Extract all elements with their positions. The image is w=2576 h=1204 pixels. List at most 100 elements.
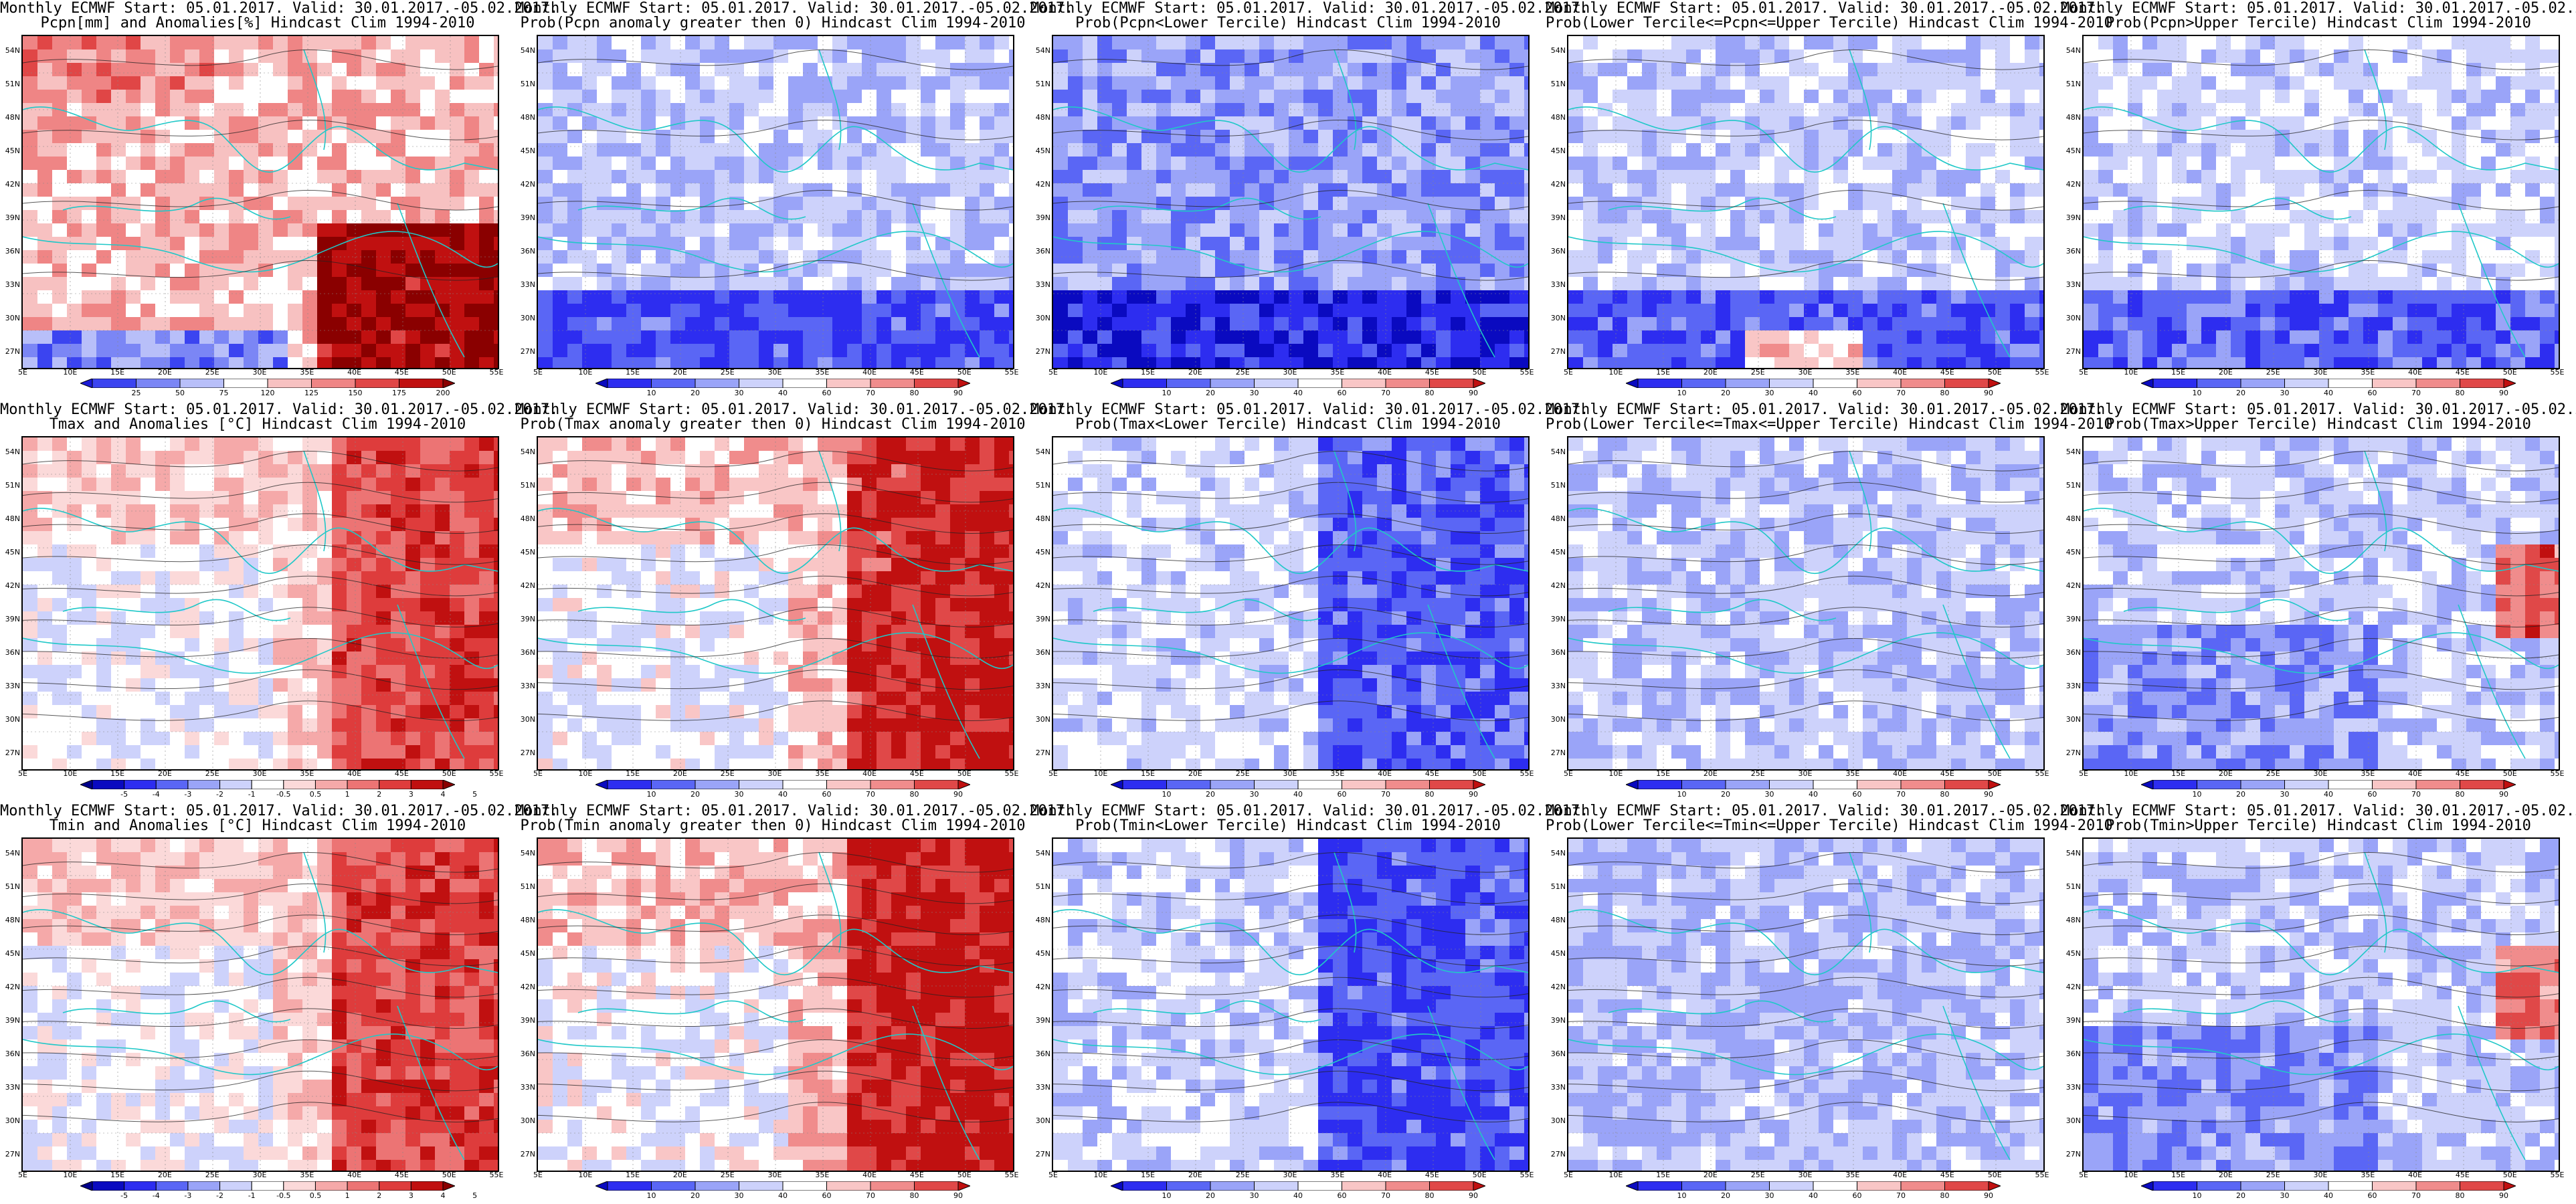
colorbar-tick-label: 90 xyxy=(1984,389,1993,397)
colorbar-tick-label: 2 xyxy=(377,790,382,799)
latitude-label: 39N xyxy=(520,213,535,222)
colorbar-tick-label: 175 xyxy=(392,389,406,397)
colorbar-tick-label: 10 xyxy=(646,1191,656,1200)
contour-lines xyxy=(1053,852,1528,1123)
colorbar-segment xyxy=(1122,1181,1167,1191)
colorbar-tick-label: 60 xyxy=(1337,790,1347,799)
colorbar-segment xyxy=(283,1181,316,1191)
colorbar-tick-label: 70 xyxy=(2411,790,2421,799)
panel-title-line2: Pcpn[mm] and Anomalies[%] Hindcast Clim … xyxy=(40,15,475,31)
colorbar-segment xyxy=(1429,1181,1474,1191)
colorbar-segment xyxy=(2152,1181,2197,1191)
map-canvas xyxy=(538,839,1013,1171)
longitude-label: 30E xyxy=(1798,368,1813,377)
latitude-label: 30N xyxy=(1035,1116,1050,1125)
colorbar-tick-label: 70 xyxy=(2411,389,2421,397)
colorbar-tick-label: -0.5 xyxy=(276,1191,291,1200)
colorbar-tick-label: 40 xyxy=(1293,790,1303,799)
latitude-label: 39N xyxy=(1550,1016,1566,1025)
longitude-label: 35E xyxy=(815,1171,830,1179)
colorbar-tick-label: 80 xyxy=(1424,1191,1435,1200)
latitude-label: 54N xyxy=(520,46,535,55)
longitude-label: 30E xyxy=(767,769,782,778)
map-panel-r1-c4: Monthly ECMWF Start: 05.01.2017. Valid: … xyxy=(2061,401,2576,803)
colorbar-tick-label: 80 xyxy=(909,790,919,799)
colorbar-tick-label: 0.5 xyxy=(309,1191,322,1200)
latitude-label: 48N xyxy=(520,514,535,523)
panel-title-line1: Monthly ECMWF Start: 05.01.2017. Valid: … xyxy=(2061,0,2576,17)
colorbar-segment xyxy=(782,780,827,789)
latitude-label: 39N xyxy=(2065,615,2081,623)
colorbar-tick-label: 10 xyxy=(646,389,656,397)
latitude-label: 33N xyxy=(5,280,20,289)
colorbar-segment xyxy=(2152,780,2197,789)
colorbar-tick-label: 70 xyxy=(866,790,875,799)
longitude-label: 30E xyxy=(2313,368,2328,377)
longitude-label: 5E xyxy=(1048,769,1058,778)
map-canvas xyxy=(1568,839,2043,1171)
longitude-label: 40E xyxy=(2408,1171,2423,1179)
longitude-label: 30E xyxy=(767,368,782,377)
colorbar-tick-label: 1 xyxy=(345,1191,350,1200)
colorbar-segment xyxy=(2415,780,2460,789)
colorbar-tick-label: 90 xyxy=(953,790,963,799)
colorbar-segment xyxy=(1429,379,1474,388)
latitude-label: 51N xyxy=(2065,481,2081,490)
colorbar-low-arrow xyxy=(80,379,93,388)
longitude-label: 50E xyxy=(1472,1171,1487,1179)
colorbar-segment xyxy=(1342,1181,1386,1191)
colorbar-tick-label: 30 xyxy=(1249,790,1259,799)
longitude-label: 15E xyxy=(1656,368,1671,377)
colorbar-high-arrow xyxy=(1473,1181,1485,1191)
latitude-label: 36N xyxy=(2065,247,2081,256)
latitude-label: 27N xyxy=(1550,748,1566,757)
latitude-label: 42N xyxy=(1035,180,1050,189)
colorbar-segment xyxy=(739,780,784,789)
contour-lines xyxy=(23,49,498,281)
colorbar-segment xyxy=(355,379,399,388)
longitude-label: 10E xyxy=(63,368,78,377)
latitude-label: 51N xyxy=(520,80,535,88)
colorbar-tick-label: 70 xyxy=(1381,790,1390,799)
latitude-label: 30N xyxy=(1035,314,1050,322)
latitude-label: 39N xyxy=(5,615,20,623)
panel-title-line2: Prob(Pcpn anomaly greater then 0) Hindca… xyxy=(520,15,1026,31)
longitude-label: 5E xyxy=(18,368,27,377)
longitude-label: 55E xyxy=(2550,1171,2565,1179)
colorbar-segment xyxy=(870,1181,915,1191)
latitude-label: 42N xyxy=(520,180,535,189)
colorbar-segment xyxy=(1342,379,1386,388)
colorbar-tick-label: -1 xyxy=(248,790,256,799)
colorbar-low-arrow xyxy=(595,780,608,789)
colorbar-segment xyxy=(2197,780,2241,789)
coastline xyxy=(1568,851,2043,1161)
longitude-label: 45E xyxy=(1424,368,1439,377)
longitude-label: 35E xyxy=(300,769,314,778)
latitude-label: 33N xyxy=(1035,280,1050,289)
colorbar-segment xyxy=(1210,1181,1255,1191)
colorbar-tick-label: 10 xyxy=(2192,389,2202,397)
colorbar-high-arrow xyxy=(2503,379,2516,388)
colorbar xyxy=(1626,780,2001,789)
latitude-label: 51N xyxy=(1035,80,1050,88)
latitude-label: 54N xyxy=(5,849,20,858)
latitude-label: 51N xyxy=(1550,80,1566,88)
colorbar-segment xyxy=(1342,780,1386,789)
map-canvas xyxy=(1053,36,1528,368)
longitude-label: 25E xyxy=(2266,769,2280,778)
colorbar xyxy=(2141,780,2516,789)
colorbar-segment xyxy=(607,1181,652,1191)
panel-title-line1: Monthly ECMWF Start: 05.01.2017. Valid: … xyxy=(1030,803,1589,819)
longitude-label: 10E xyxy=(578,368,593,377)
colorbar-tick-label: 2 xyxy=(377,1191,382,1200)
colorbar-segment xyxy=(914,1181,959,1191)
latitude-label: 36N xyxy=(520,648,535,657)
longitude-label: 35E xyxy=(1330,368,1345,377)
colorbar-tick-label: 80 xyxy=(2455,1191,2465,1200)
latitude-label: 30N xyxy=(1550,314,1566,322)
colorbar-tick-label: 20 xyxy=(2236,389,2245,397)
latitude-label: 33N xyxy=(5,1083,20,1092)
latitude-label: 27N xyxy=(5,748,20,757)
contour-lines xyxy=(23,451,498,722)
colorbar-labels: 10 20 30 40 60 70 80 90 xyxy=(2141,791,2516,800)
